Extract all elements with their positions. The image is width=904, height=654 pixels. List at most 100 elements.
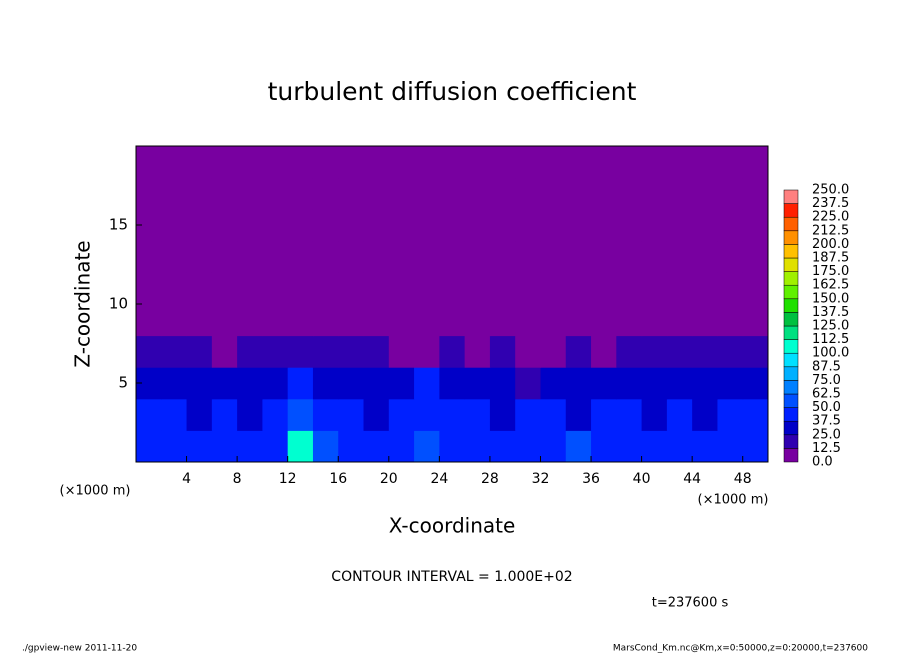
cell <box>515 240 541 273</box>
cell <box>565 272 592 305</box>
cell <box>186 272 213 305</box>
cell <box>692 177 718 210</box>
cell <box>666 304 693 337</box>
cell <box>540 209 567 242</box>
cell <box>388 398 415 431</box>
cell <box>742 240 769 273</box>
cell <box>312 209 339 242</box>
cell <box>565 398 592 431</box>
cell <box>287 335 314 368</box>
cell <box>388 430 415 463</box>
cell <box>591 430 617 463</box>
cell <box>262 240 289 273</box>
cell <box>464 209 491 242</box>
cell <box>742 367 769 400</box>
x-tick-label: 20 <box>380 471 398 487</box>
cell <box>439 304 466 337</box>
cell <box>338 146 365 179</box>
x-tick-label: 16 <box>329 471 347 487</box>
cell <box>666 209 693 242</box>
cell <box>641 240 668 273</box>
cell <box>338 240 365 273</box>
cell <box>464 272 491 305</box>
cell <box>616 146 643 179</box>
cell <box>262 304 289 337</box>
cell <box>540 177 567 210</box>
cell <box>515 209 541 242</box>
cell <box>616 177 643 210</box>
cell <box>211 272 238 305</box>
cell <box>363 177 390 210</box>
cell <box>186 304 213 337</box>
cell <box>515 430 541 463</box>
cell <box>186 209 213 242</box>
cell <box>186 146 213 179</box>
cell <box>363 146 390 179</box>
cell <box>186 367 213 400</box>
cell <box>363 430 390 463</box>
cell <box>742 398 769 431</box>
cell <box>616 367 643 400</box>
footer-left: ./gpview-new 2011-11-20 <box>22 644 137 654</box>
cell <box>489 240 516 273</box>
cell <box>565 335 592 368</box>
cell <box>312 146 339 179</box>
colorbar-label: 112.5 <box>812 332 849 347</box>
y-unit: (×1000 m) <box>60 484 131 499</box>
x-tick-label: 32 <box>532 471 550 487</box>
cell <box>439 430 466 463</box>
x-tick-label: 12 <box>279 471 297 487</box>
cell <box>161 367 188 400</box>
x-unit: (×1000 m) <box>698 493 769 508</box>
cell <box>287 209 314 242</box>
x-tick-label: 36 <box>582 471 600 487</box>
colorbar-label: 162.5 <box>812 278 849 293</box>
cell <box>489 272 516 305</box>
cell <box>161 177 188 210</box>
colorbar-swatch <box>783 203 799 218</box>
y-tick-label: 5 <box>118 374 128 392</box>
cell <box>641 209 668 242</box>
colorbar-label: 212.5 <box>812 223 849 238</box>
cell <box>464 430 491 463</box>
cell <box>211 335 238 368</box>
cell <box>136 398 162 431</box>
cell <box>717 272 744 305</box>
colorbar-label: 37.5 <box>812 414 841 429</box>
cell <box>515 398 541 431</box>
cell <box>742 177 769 210</box>
cell <box>692 240 718 273</box>
cell <box>439 146 466 179</box>
cell <box>388 177 415 210</box>
cell <box>262 272 289 305</box>
colorbar-swatch <box>783 216 799 232</box>
cell <box>161 272 188 305</box>
cell <box>388 272 415 305</box>
cell <box>414 367 440 400</box>
cell <box>439 209 466 242</box>
cell <box>262 430 289 463</box>
cell <box>666 240 693 273</box>
cell <box>742 335 769 368</box>
cell <box>312 398 339 431</box>
cell <box>363 272 390 305</box>
colorbar-label: 0.0 <box>812 455 833 470</box>
cell <box>211 398 238 431</box>
colorbar-label: 12.5 <box>812 441 841 456</box>
colorbar-swatch <box>783 189 799 204</box>
cell <box>136 146 162 179</box>
cell <box>414 272 440 305</box>
cell <box>237 177 263 210</box>
cell <box>565 304 592 337</box>
cell <box>565 209 592 242</box>
cell <box>641 146 668 179</box>
cell <box>363 335 390 368</box>
colorbar-swatch <box>783 230 799 245</box>
cell <box>439 240 466 273</box>
colorbar-swatch <box>783 366 799 381</box>
x-tick-label: 40 <box>633 471 651 487</box>
cell <box>489 177 516 210</box>
cell <box>489 304 516 337</box>
x-tick-label: 28 <box>481 471 499 487</box>
cell <box>211 304 238 337</box>
